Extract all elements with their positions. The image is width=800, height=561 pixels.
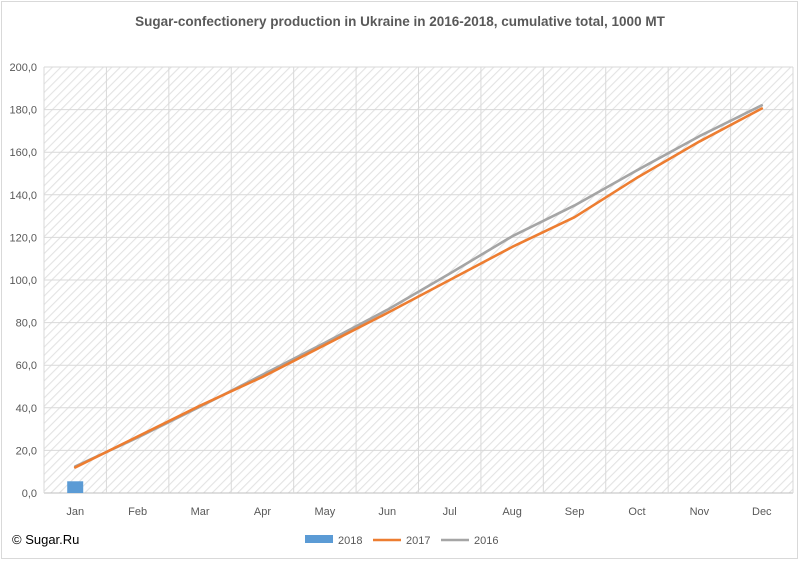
x-tick-label: Mar — [191, 506, 210, 518]
x-tick-label: Jun — [378, 506, 396, 518]
y-tick-label: 60,0 — [16, 360, 37, 372]
legend-label-2018: 2018 — [338, 535, 362, 547]
bar-series — [67, 481, 84, 493]
y-tick-label: 80,0 — [16, 318, 37, 330]
y-tick-label: 160,0 — [9, 147, 37, 159]
series-line-2017 — [73, 107, 764, 469]
legend-swatch-2018 — [305, 535, 333, 543]
y-tick-label: 20,0 — [16, 445, 37, 457]
legend: 2018 2017 2016 — [305, 535, 498, 547]
bar-2018 — [67, 481, 84, 493]
x-tick-label: Aug — [502, 506, 522, 518]
y-axis-ticks: 0,0 20,0 40,0 60,0 80,0 100,0 120,0 140,0 160,0 1… — [9, 62, 37, 500]
y-tick-label: 120,0 — [9, 232, 37, 244]
y-tick-label: 140,0 — [9, 190, 37, 202]
x-tick-label: Nov — [690, 506, 710, 518]
x-tick-label: Dec — [752, 506, 772, 518]
watermark: © Sugar.Ru — [12, 532, 80, 547]
line-series — [73, 104, 764, 469]
y-tick-label: 40,0 — [16, 403, 37, 415]
x-tick-label: Jul — [443, 506, 457, 518]
y-tick-label: 200,0 — [9, 62, 37, 74]
legend-label-2016: 2016 — [474, 535, 498, 547]
x-tick-label: Sep — [565, 506, 585, 518]
x-tick-label: May — [314, 506, 335, 518]
legend-label-2017: 2017 — [406, 535, 430, 547]
y-tick-label: 100,0 — [9, 275, 37, 287]
chart-title: Sugar-confectionery production in Ukrain… — [135, 14, 665, 29]
x-tick-label: Jan — [66, 506, 84, 518]
x-tick-label: Oct — [628, 506, 645, 518]
y-tick-label: 180,0 — [9, 105, 37, 117]
x-tick-label: Apr — [254, 506, 271, 518]
y-tick-label: 0,0 — [22, 488, 37, 500]
x-axis-ticks: Jan Feb Mar Apr May Jun Jul Aug Sep Oct Nov Dec — [66, 506, 772, 518]
gridlines — [43, 66, 794, 494]
x-tick-label: Feb — [128, 506, 147, 518]
